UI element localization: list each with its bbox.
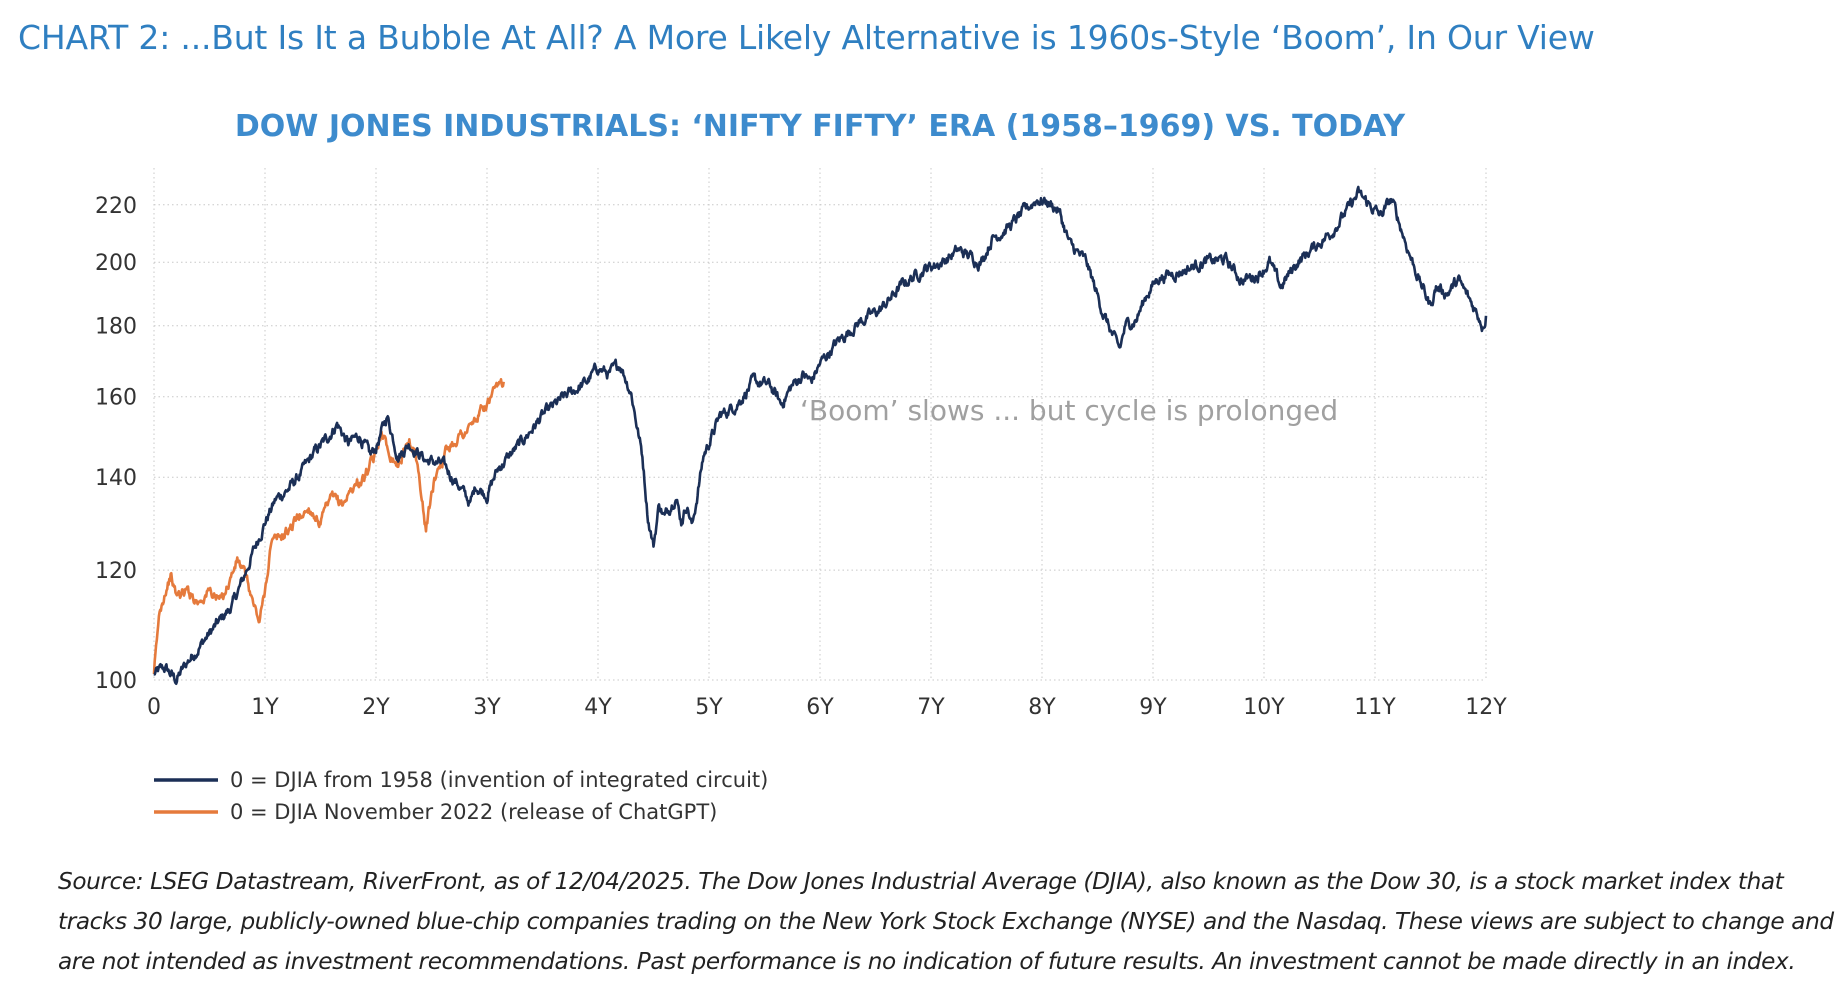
source-footnote: Source: LSEG Datastream, RiverFront, as …: [58, 868, 1834, 975]
x-tick-label: 12Y: [1465, 695, 1507, 720]
y-tick-label: 220: [95, 194, 137, 219]
legend-label: 0 = DJIA from 1958 (invention of integra…: [230, 768, 768, 792]
x-tick-label: 4Y: [584, 695, 612, 720]
x-tick-label: 5Y: [695, 695, 723, 720]
x-tick-label: 7Y: [917, 695, 945, 720]
y-tick-label: 180: [95, 315, 137, 340]
x-tick-label: 9Y: [1139, 695, 1167, 720]
chart-annotation: ‘Boom’ slows ... but cycle is prolonged: [800, 394, 1338, 427]
x-tick-label: 8Y: [1028, 695, 1056, 720]
y-axis-tick-labels: 100 120 140 160 180 200 220: [95, 194, 137, 694]
line-chart: DOW JONES INDUSTRIALS: ‘NIFTY FIFTY’ ERA…: [95, 109, 1507, 824]
series-line-2022: [152, 377, 505, 675]
x-tick-label: 11Y: [1354, 695, 1396, 720]
legend-label: 0 = DJIA November 2022 (release of ChatG…: [230, 800, 717, 824]
x-tick-label: 2Y: [362, 695, 390, 720]
x-axis-tick-labels: 0 1Y 2Y 3Y 4Y 5Y 6Y 7Y 8Y 9Y 10Y 11Y 12Y: [147, 695, 1507, 720]
figure-title: CHART 2: ...But Is It a Bubble At All? A…: [18, 18, 1595, 57]
y-gridlines: [154, 204, 1486, 681]
series-lines: [152, 185, 1488, 686]
y-tick-label: 120: [95, 559, 137, 584]
y-tick-label: 100: [95, 669, 137, 694]
legend: 0 = DJIA from 1958 (invention of integra…: [154, 768, 768, 824]
chart-title: DOW JONES INDUSTRIALS: ‘NIFTY FIFTY’ ERA…: [235, 109, 1406, 144]
y-tick-label: 140: [95, 466, 137, 491]
x-tick-label: 1Y: [251, 695, 279, 720]
x-tick-label: 0: [147, 695, 161, 720]
y-tick-label: 200: [95, 251, 137, 276]
x-tick-label: 6Y: [806, 695, 834, 720]
y-tick-label: 160: [95, 386, 137, 411]
x-tick-label: 3Y: [473, 695, 501, 720]
x-tick-label: 10Y: [1243, 695, 1285, 720]
series-line-1958: [153, 185, 1488, 686]
